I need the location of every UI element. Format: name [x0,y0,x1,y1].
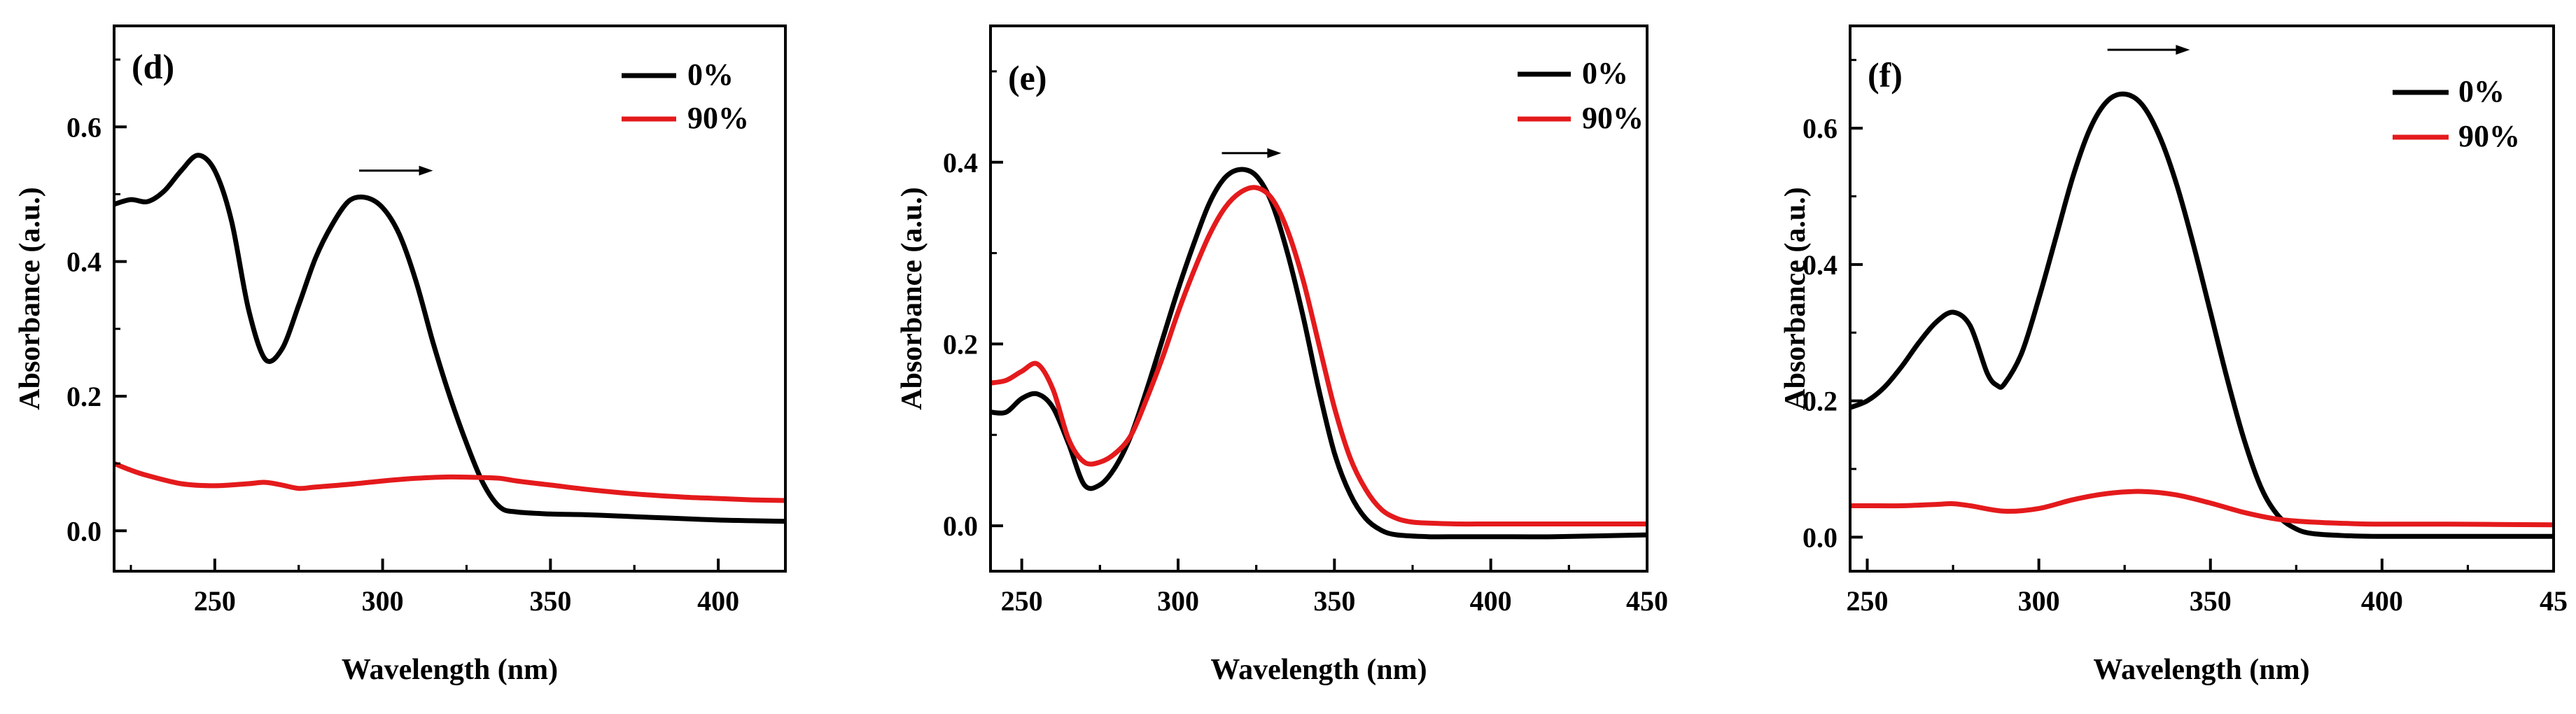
axis-ticks: 250 300 350 400 450 0.0 0.2 0.4 [943,70,1668,617]
y-tick-label: 0.2 [943,328,978,360]
x-tick-label: 350 [2190,585,2232,617]
x-tick-label: 300 [1157,585,1199,617]
shift-arrow [2107,45,2190,55]
x-axis-title: Wavelength (nm) [2093,654,2309,686]
plot-frame [1849,24,2555,573]
panel-f: 250 300 350 400 45 0.0 0.2 0.4 0.6 (f) 0% 90% Wa… [1779,24,2568,686]
legend-label-0: 0% [687,57,734,92]
y-axis-title: Absorbance (a.u.) [896,187,928,410]
y-tick-label: 0.4 [1802,249,1837,281]
y-tick-label: 0.6 [66,111,102,143]
x-tick-label: 400 [697,585,739,617]
panel-d: 250 300 350 400 0.0 0.2 0.4 0.6 (d) 0% 90% Wave… [14,24,787,686]
y-tick-label: 0.0 [1802,522,1837,553]
arrow-head [419,165,433,176]
y-tick-label: 0.2 [1802,386,1837,417]
series-line-0 [990,167,1647,540]
y-tick-label: 0.2 [66,381,102,412]
y-tick-label: 0.6 [1802,113,1837,144]
x-tick-label: 300 [362,585,404,617]
x-tick-label: 250 [1847,585,1889,617]
legend: 0% 90% [2393,74,2520,153]
legend-label-0: 0% [2458,74,2505,108]
x-tick-label: 350 [1313,585,1355,617]
x-tick-label: 45 [2540,585,2568,617]
axis-ticks: 250 300 350 400 45 0.0 0.2 0.4 0.6 [1802,59,2568,617]
series-line-1 [1850,489,2554,528]
plot-frame [989,24,1648,573]
plot-frame [113,24,787,573]
curves [114,153,785,524]
series-line-1 [990,185,1647,527]
legend-label-0: 0% [1582,56,1628,90]
legend: 0% 90% [1518,56,1644,135]
x-tick-label: 400 [1470,585,1512,617]
panel-e: 250 300 350 400 450 0.0 0.2 0.4 (e) 0% 90% Wave… [896,24,1668,686]
panel-label: (d) [132,47,174,86]
x-tick-label: 350 [529,585,571,617]
x-tick-label: 250 [1001,585,1043,617]
x-tick-label: 250 [194,585,236,617]
y-axis-title: Absorbance (a.u.) [1779,187,1812,410]
shift-arrow [359,165,433,176]
legend-label-1: 90% [687,101,749,135]
series-line-1 [114,461,785,503]
curves [1850,91,2554,539]
y-axis-title: Absorbance (a.u.) [14,187,46,410]
panel-label: (e) [1008,58,1047,97]
legend-label-1: 90% [1582,101,1644,135]
shift-arrow [1222,148,1282,158]
x-axis-title: Wavelength (nm) [342,654,558,686]
legend: 0% 90% [622,57,749,135]
y-tick-label: 0.4 [66,246,102,278]
x-axis-title: Wavelength (nm) [1210,654,1427,686]
series-line-0 [114,153,785,524]
x-tick-label: 300 [2018,585,2060,617]
y-tick-label: 0.0 [66,515,102,547]
legend-label-1: 90% [2458,119,2520,153]
arrow-head [2176,45,2190,55]
y-tick-label: 0.4 [943,147,978,178]
x-tick-label: 450 [1626,585,1668,617]
y-tick-label: 0.0 [943,510,978,542]
arrow-head [1267,148,1282,158]
panel-label: (f) [1868,55,1903,94]
x-tick-label: 400 [2361,585,2403,617]
series-line-0 [1850,91,2554,539]
curves [990,167,1647,540]
axis-ticks: 250 300 350 400 0.0 0.2 0.4 0.6 [66,58,739,617]
